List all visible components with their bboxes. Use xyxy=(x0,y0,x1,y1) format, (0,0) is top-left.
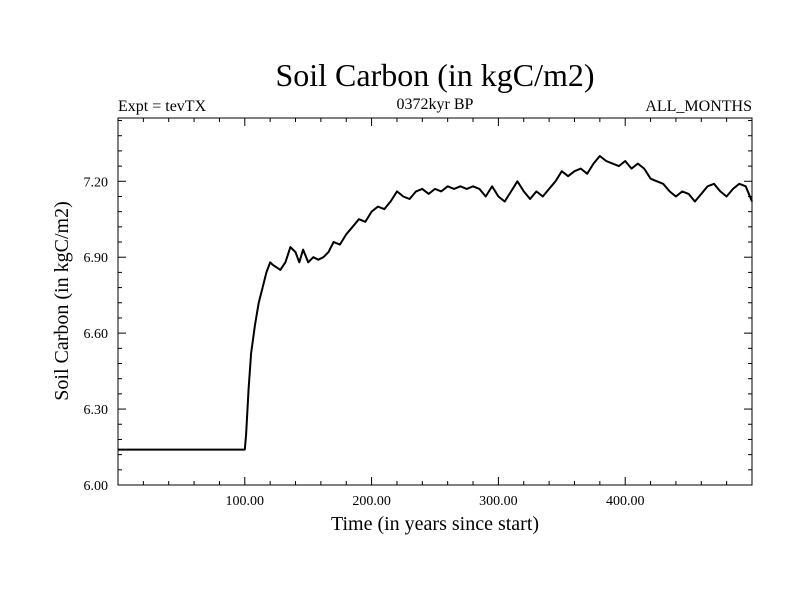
y-tick-label: 6.90 xyxy=(84,251,109,266)
y-axis-label: Soil Carbon (in kgC/m2) xyxy=(51,201,73,400)
months-label: ALL_MONTHS xyxy=(645,98,752,115)
x-tick-labels: 100.00 200.00 300.00 400.00 xyxy=(226,494,645,509)
y-tick-labels: 6.00 6.30 6.60 6.90 7.20 xyxy=(84,175,109,494)
x-tick-label: 300.00 xyxy=(479,494,518,509)
y-tick-label: 6.30 xyxy=(84,403,109,418)
experiment-label: Expt = tevTX xyxy=(118,98,207,115)
x-tick-label: 400.00 xyxy=(606,494,645,509)
axis-ticks xyxy=(118,118,752,485)
y-tick-label: 6.60 xyxy=(84,327,109,342)
plot-frame xyxy=(117,117,753,486)
y-tick-label: 6.00 xyxy=(84,479,109,494)
period-label: 0372kyr BP xyxy=(397,96,474,113)
x-axis-label: Time (in years since start) xyxy=(331,513,539,535)
chart-title: Soil Carbon (in kgC/m2) xyxy=(275,57,594,93)
x-tick-label: 200.00 xyxy=(352,494,391,509)
x-tick-label: 100.00 xyxy=(226,494,265,509)
soil-carbon-line xyxy=(118,155,753,451)
y-tick-label: 7.20 xyxy=(84,175,109,190)
